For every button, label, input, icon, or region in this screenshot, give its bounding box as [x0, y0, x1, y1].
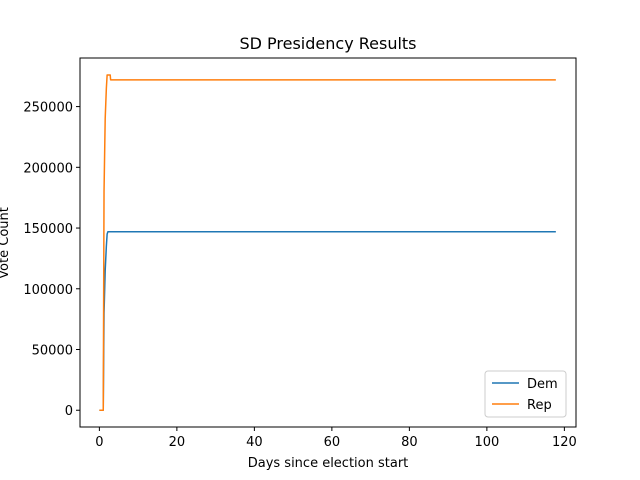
chart-title: SD Presidency Results — [239, 34, 416, 53]
x-tick-label: 80 — [401, 435, 418, 450]
series-line-rep — [99, 74, 556, 411]
plot-frame — [79, 57, 577, 428]
legend-label-dem: Dem — [527, 377, 558, 392]
x-tick-label: 20 — [169, 435, 186, 450]
y-tick-label: 150000 — [23, 222, 73, 237]
y-tick-label: 200000 — [23, 161, 73, 176]
y-tick-label: 250000 — [23, 101, 73, 116]
x-axis-label: Days since election start — [248, 456, 409, 471]
plot-area — [99, 74, 556, 411]
y-tick-label: 100000 — [23, 283, 73, 298]
x-tick-label: 40 — [246, 435, 263, 450]
legend: Dem Rep — [484, 370, 567, 418]
x-tick-label: 120 — [552, 435, 577, 450]
x-tick-label: 0 — [95, 435, 103, 450]
y-axis-label: Vote Count — [0, 207, 12, 279]
x-tick-label: 60 — [324, 435, 341, 450]
y-tick-label: 50000 — [32, 344, 73, 359]
axes: 0 20 40 60 80 100 120 0 50000 100000 150000 200000 2… — [23, 57, 577, 450]
y-tick-label: 0 — [65, 404, 73, 419]
legend-label-rep: Rep — [527, 398, 552, 413]
x-tick-label: 100 — [474, 435, 499, 450]
